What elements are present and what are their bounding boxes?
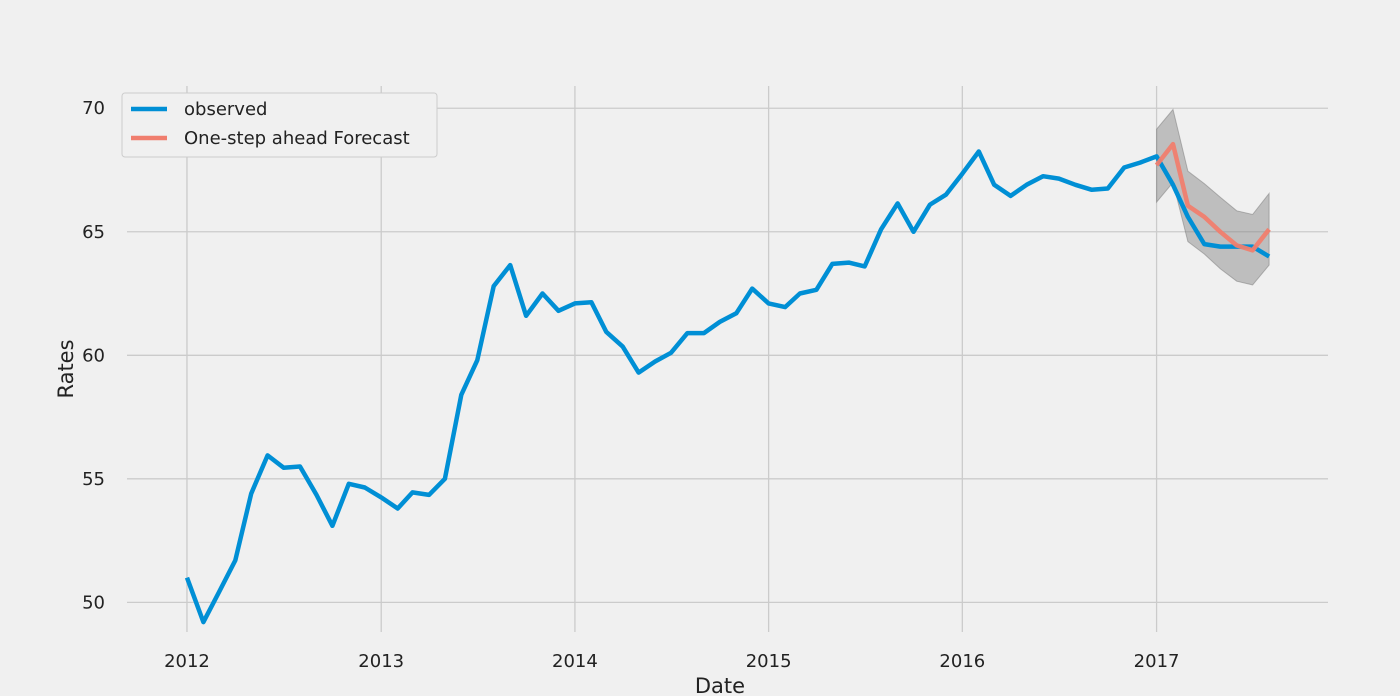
grid-lines xyxy=(127,86,1328,632)
legend-label-observed: observed xyxy=(184,99,267,120)
y-tick-label: 50 xyxy=(82,592,105,613)
x-axis-ticks: 2012 2013 2014 2015 2016 2017 xyxy=(164,651,1179,672)
x-tick-label: 2017 xyxy=(1134,651,1180,672)
y-tick-label: 65 xyxy=(82,222,105,243)
x-tick-label: 2012 xyxy=(164,651,210,672)
legend-label-forecast: One-step ahead Forecast xyxy=(184,128,410,149)
y-axis-title: Rates xyxy=(54,339,78,398)
legend: observed One-step ahead Forecast xyxy=(121,92,438,158)
confidence-band-group xyxy=(1156,108,1270,286)
x-tick-label: 2013 xyxy=(358,651,404,672)
x-axis-title: Date xyxy=(695,674,745,696)
x-tick-label: 2015 xyxy=(746,651,792,672)
x-tick-label: 2014 xyxy=(552,651,598,672)
y-axis-ticks: 50 55 60 65 70 xyxy=(82,98,105,613)
y-tick-label: 55 xyxy=(82,469,105,490)
observed-series-line xyxy=(184,149,1271,625)
forecast-series-line xyxy=(1154,141,1271,253)
series-lines xyxy=(184,141,1271,625)
y-tick-label: 60 xyxy=(82,345,105,366)
legend-box xyxy=(121,92,438,158)
x-tick-label: 2016 xyxy=(939,651,985,672)
forecast-confidence-band xyxy=(1156,108,1270,286)
y-tick-label: 70 xyxy=(82,98,105,119)
